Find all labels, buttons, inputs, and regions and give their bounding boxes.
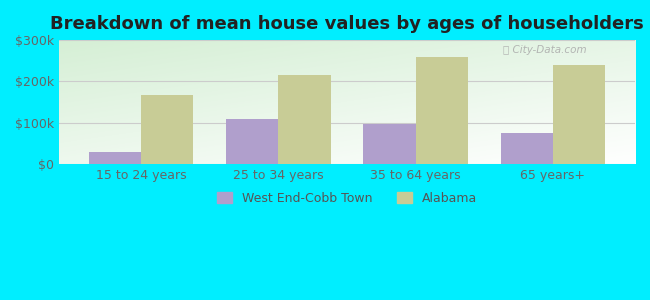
Bar	[226, 119, 278, 164]
Bar	[500, 133, 552, 164]
Bar	[89, 152, 141, 164]
Bar	[415, 58, 468, 164]
Bar	[363, 124, 415, 164]
Bar	[278, 75, 331, 164]
Bar	[141, 95, 194, 164]
Text: ⓘ City-Data.com: ⓘ City-Data.com	[502, 45, 586, 55]
Bar	[552, 65, 605, 164]
Title: Breakdown of mean house values by ages of householders: Breakdown of mean house values by ages o…	[50, 15, 644, 33]
Legend: West End-Cobb Town, Alabama: West End-Cobb Town, Alabama	[212, 187, 482, 210]
